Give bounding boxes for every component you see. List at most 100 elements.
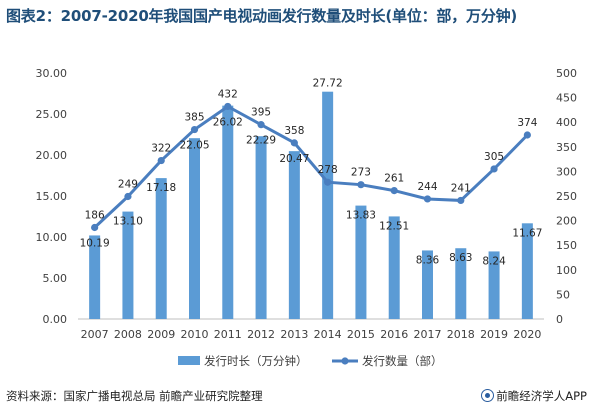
x-tick-label: 2018 <box>447 328 475 341</box>
bar <box>488 251 500 319</box>
line-point <box>523 131 531 139</box>
chart-title: 图表2：2007-2020年我国国产电视动画发行数量及时长(单位：部，万分钟) <box>6 7 518 25</box>
x-tick-label: 2012 <box>247 328 275 341</box>
bar-data-label: 13.83 <box>346 210 376 222</box>
right-tick-label: 350 <box>556 141 577 154</box>
x-tick-label: 2008 <box>114 328 142 341</box>
bar-data-label: 27.72 <box>313 78 343 90</box>
left-tick-label: 5.00 <box>43 272 68 285</box>
line-data-label: 241 <box>451 182 471 194</box>
bar <box>222 105 234 319</box>
line-data-label: 273 <box>351 167 371 179</box>
legend-bar-label: 发行时长（万分钟） <box>204 354 308 368</box>
bar-data-label: 22.29 <box>246 135 276 147</box>
bar <box>189 138 200 319</box>
line-labels: 186 249 322 385 432 395 358 278 273 261 244 241 305 3… <box>85 88 538 221</box>
line-data-label: 395 <box>251 107 271 119</box>
x-tick-label: 2014 <box>314 328 342 341</box>
right-tick-label: 400 <box>556 116 577 129</box>
line-point <box>457 196 465 205</box>
bar <box>155 178 167 319</box>
legend-bar-swatch <box>178 356 200 365</box>
legend-line-marker <box>341 357 349 365</box>
bar <box>255 136 267 319</box>
left-axis: 0.00 5.00 10.00 15.00 20.00 25.00 30.00 <box>36 67 68 326</box>
brand-logo-icon <box>481 389 495 402</box>
bar-data-label: 17.18 <box>146 182 176 194</box>
x-tick-label: 2016 <box>380 328 408 341</box>
right-tick-label: 200 <box>556 215 577 228</box>
line-data-label: 322 <box>151 143 171 155</box>
line-point <box>257 121 265 129</box>
legend-line-label: 发行数量（部） <box>362 354 443 368</box>
right-tick-label: 150 <box>556 239 577 252</box>
series-line <box>93 104 529 229</box>
left-tick-label: 30.00 <box>36 67 68 80</box>
bar-data-label: 12.51 <box>379 220 409 232</box>
line-point <box>190 125 199 134</box>
line-data-label: 374 <box>517 117 537 129</box>
bar <box>455 248 467 319</box>
line-point <box>423 195 432 203</box>
line-point <box>490 165 498 173</box>
bar-data-label: 8.36 <box>416 254 440 266</box>
right-axis: 0 50 100 150 200 250 300 350 400 450 500 <box>556 67 577 326</box>
right-tick-label: 100 <box>556 264 577 277</box>
right-tick-label: 0 <box>556 313 563 326</box>
x-tick-labels: 2007 2008 2009 2010 2011 2012 2013 2014 2015 2016… <box>81 328 542 341</box>
x-tick-label: 2011 <box>214 328 242 341</box>
line-data-label: 278 <box>318 164 338 176</box>
left-tick-label: 10.00 <box>36 231 68 244</box>
bar <box>288 151 300 319</box>
left-tick-label: 0.00 <box>43 313 68 326</box>
line-point <box>324 178 332 186</box>
line-point <box>224 102 232 111</box>
x-tick-label: 2019 <box>480 328 508 341</box>
brand: 前瞻经济学人APP <box>481 388 587 404</box>
right-tick-label: 450 <box>556 92 577 105</box>
line-data-label: 385 <box>184 112 204 124</box>
line-point <box>290 139 298 147</box>
line-data-label: 358 <box>284 125 304 137</box>
line-point <box>124 192 132 201</box>
legend: 发行时长（万分钟） 发行数量（部） <box>178 354 443 368</box>
bar-data-label: 11.67 <box>512 227 542 239</box>
bar-data-label: 8.63 <box>449 252 472 264</box>
line-series <box>91 102 531 232</box>
x-tick-label: 2013 <box>280 328 308 341</box>
x-tick-label: 2007 <box>81 328 109 341</box>
line-data-label: 186 <box>85 209 105 221</box>
bar <box>355 205 367 319</box>
x-tick-label: 2009 <box>147 328 175 341</box>
line-point <box>357 181 365 189</box>
right-tick-label: 250 <box>556 190 577 203</box>
bar <box>89 235 101 319</box>
line-data-label: 432 <box>218 88 238 100</box>
right-tick-label: 50 <box>556 288 570 301</box>
bar-series <box>89 91 533 319</box>
bar <box>388 216 400 319</box>
bar <box>322 91 334 319</box>
line-data-label: 249 <box>118 178 138 190</box>
left-tick-label: 15.00 <box>36 190 68 203</box>
line-data-label: 305 <box>484 151 504 163</box>
left-tick-label: 25.00 <box>36 108 68 121</box>
right-tick-label: 500 <box>556 67 577 80</box>
line-point <box>91 223 99 232</box>
x-tick-label: 2017 <box>414 328 442 341</box>
bar-data-label: 22.05 <box>179 140 209 152</box>
line-data-label: 244 <box>417 181 437 193</box>
bar <box>422 250 433 319</box>
bar-data-label: 10.19 <box>80 237 110 249</box>
left-tick-label: 20.00 <box>36 149 68 162</box>
bar-data-label: 26.02 <box>213 116 243 128</box>
x-tick-label: 2010 <box>181 328 209 341</box>
right-tick-label: 300 <box>556 165 577 178</box>
line-point <box>157 156 165 165</box>
bar <box>521 223 533 319</box>
line-data-label: 261 <box>384 173 404 185</box>
x-tick-label: 2015 <box>347 328 375 341</box>
bar-data-label: 20.47 <box>279 153 309 165</box>
